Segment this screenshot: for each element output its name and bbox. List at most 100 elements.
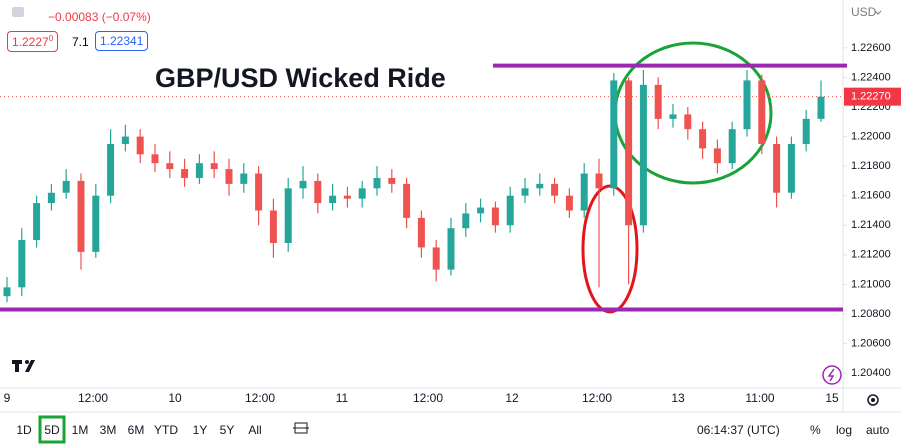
range-button[interactable]: 3M xyxy=(100,423,117,437)
x-tick-label: 11 xyxy=(336,391,349,405)
candle-body xyxy=(166,163,174,170)
y-tick-label: 1.22600 xyxy=(851,42,891,54)
ask-price[interactable]: 1.22341 xyxy=(95,31,149,51)
y-tick-label: 1.21400 xyxy=(851,219,891,231)
candle-body xyxy=(195,163,203,178)
settings-icon[interactable] xyxy=(867,394,879,406)
candle-body xyxy=(92,195,100,252)
x-tick-label: 9 xyxy=(4,391,11,405)
candle-body xyxy=(388,177,396,184)
y-tick-label: 1.21200 xyxy=(851,249,891,261)
percent-toggle[interactable]: % xyxy=(810,423,821,437)
candle-body xyxy=(329,195,337,204)
x-tick-label: 12:00 xyxy=(582,391,612,405)
candle-body xyxy=(684,114,692,130)
candle-body xyxy=(358,188,366,199)
candle-body xyxy=(654,84,662,119)
tv-logo xyxy=(12,360,35,372)
highlight-circle xyxy=(581,184,639,314)
candle-body xyxy=(151,154,159,164)
range-button[interactable]: YTD xyxy=(154,423,178,437)
candle-body xyxy=(225,169,233,184)
bid-main: 1.2227 xyxy=(12,35,49,49)
selected-range xyxy=(38,415,66,444)
candle-body xyxy=(758,80,766,144)
candle-body xyxy=(18,240,26,288)
chart-title: GBP/USD Wicked Ride xyxy=(155,63,446,93)
range-button[interactable]: 6M xyxy=(128,423,145,437)
candle-body xyxy=(728,129,736,164)
y-tick-label: 1.22400 xyxy=(851,71,891,83)
replay-icon xyxy=(827,368,835,382)
candle-body xyxy=(580,173,588,211)
candle-body xyxy=(269,210,277,243)
candle-body xyxy=(565,195,573,211)
eye-icon[interactable] xyxy=(12,7,24,17)
x-tick-label: 15 xyxy=(825,391,839,405)
replay-icon[interactable] xyxy=(822,365,842,385)
currency-label[interactable]: USD xyxy=(851,5,877,19)
candle-body xyxy=(610,80,618,189)
candle-body xyxy=(210,163,218,170)
candle-body xyxy=(107,143,115,196)
y-tick-label: 1.20800 xyxy=(851,308,891,320)
last-price-label: 1.22270 xyxy=(851,91,891,103)
candle-body xyxy=(403,183,411,218)
range-button[interactable]: All xyxy=(248,423,261,437)
candle-body xyxy=(299,180,307,189)
candle-body xyxy=(669,114,677,119)
candle-body xyxy=(462,213,470,229)
candle-body xyxy=(713,148,721,164)
candle-body xyxy=(743,80,751,130)
compare-icon[interactable] xyxy=(293,422,309,434)
candle-body xyxy=(447,228,455,270)
candle-body xyxy=(343,195,351,199)
candle-body xyxy=(121,136,129,144)
range-button[interactable]: 5Y xyxy=(220,423,235,437)
y-tick-label: 1.22000 xyxy=(851,130,891,142)
candle-body xyxy=(417,217,425,248)
candle-body xyxy=(33,203,41,241)
candle-body xyxy=(817,96,825,119)
x-tick-label: 12:00 xyxy=(245,391,275,405)
range-button[interactable]: 1D xyxy=(16,423,32,437)
candle-body xyxy=(595,173,603,189)
candle-body xyxy=(787,143,795,193)
candle-body xyxy=(47,192,55,204)
y-tick-label: 1.21000 xyxy=(851,278,891,290)
x-tick-label: 11:00 xyxy=(745,391,774,405)
last-price-box xyxy=(844,87,901,106)
auto-toggle[interactable]: auto xyxy=(866,423,890,437)
x-tick-label: 12 xyxy=(505,391,519,405)
range-button[interactable]: 1Y xyxy=(193,423,208,437)
candle-body xyxy=(255,173,263,211)
spread: 7.1 xyxy=(72,35,89,49)
candle-body xyxy=(314,180,322,204)
bid-price[interactable]: 1.22270 xyxy=(7,31,59,52)
candle-body xyxy=(802,118,810,144)
y-tick-label: 1.20400 xyxy=(851,367,891,379)
y-tick-label: 1.21800 xyxy=(851,160,891,172)
candle-body xyxy=(477,207,485,214)
candle-body xyxy=(699,129,707,149)
candle-body xyxy=(3,287,11,297)
x-tick-label: 12:00 xyxy=(78,391,108,405)
bid-sup: 0 xyxy=(48,34,54,43)
dropdown-arrow xyxy=(874,10,882,15)
candle-body xyxy=(136,136,144,155)
candle-body xyxy=(240,173,248,184)
candle-body xyxy=(773,143,781,193)
x-tick-label: 10 xyxy=(168,391,182,405)
range-button[interactable]: 5D xyxy=(44,423,60,437)
candle-body xyxy=(62,180,70,193)
log-toggle[interactable]: log xyxy=(836,423,852,437)
range-button[interactable]: 1M xyxy=(72,423,89,437)
x-tick-label: 13 xyxy=(671,391,685,405)
candle-body xyxy=(536,183,544,189)
candle-body xyxy=(551,183,559,196)
price-change: −0.00083 (−0.07%) xyxy=(48,10,151,24)
candle-body xyxy=(432,247,440,270)
candle-body xyxy=(639,84,647,226)
